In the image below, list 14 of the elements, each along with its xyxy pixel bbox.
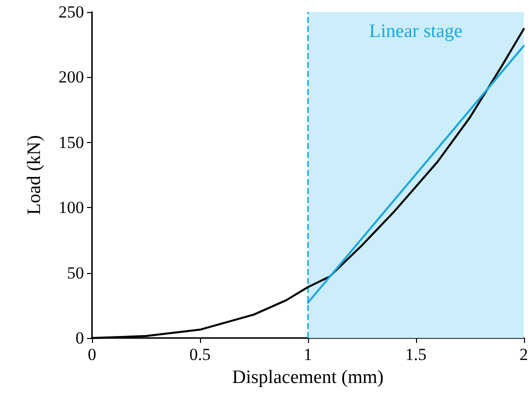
x-tick-label: 2 <box>520 345 528 364</box>
x-tick-label: 1 <box>304 345 312 364</box>
y-tick-label: 0 <box>76 328 84 348</box>
x-tick-label: 1.5 <box>405 345 426 364</box>
y-tick-label: 150 <box>58 132 84 152</box>
x-tick-label: 0 <box>88 345 96 364</box>
x-tick-label: 0.5 <box>189 345 211 364</box>
y-tick-label: 50 <box>67 263 84 282</box>
band-label: Linear stage <box>369 21 462 42</box>
x-axis-title: Displacement (mm) <box>232 367 384 388</box>
y-tick-label: 250 <box>58 2 84 22</box>
y-tick-label: 100 <box>58 198 84 218</box>
y-tick-label: 200 <box>58 68 84 87</box>
y-axis-title: Load (kN) <box>24 135 45 215</box>
